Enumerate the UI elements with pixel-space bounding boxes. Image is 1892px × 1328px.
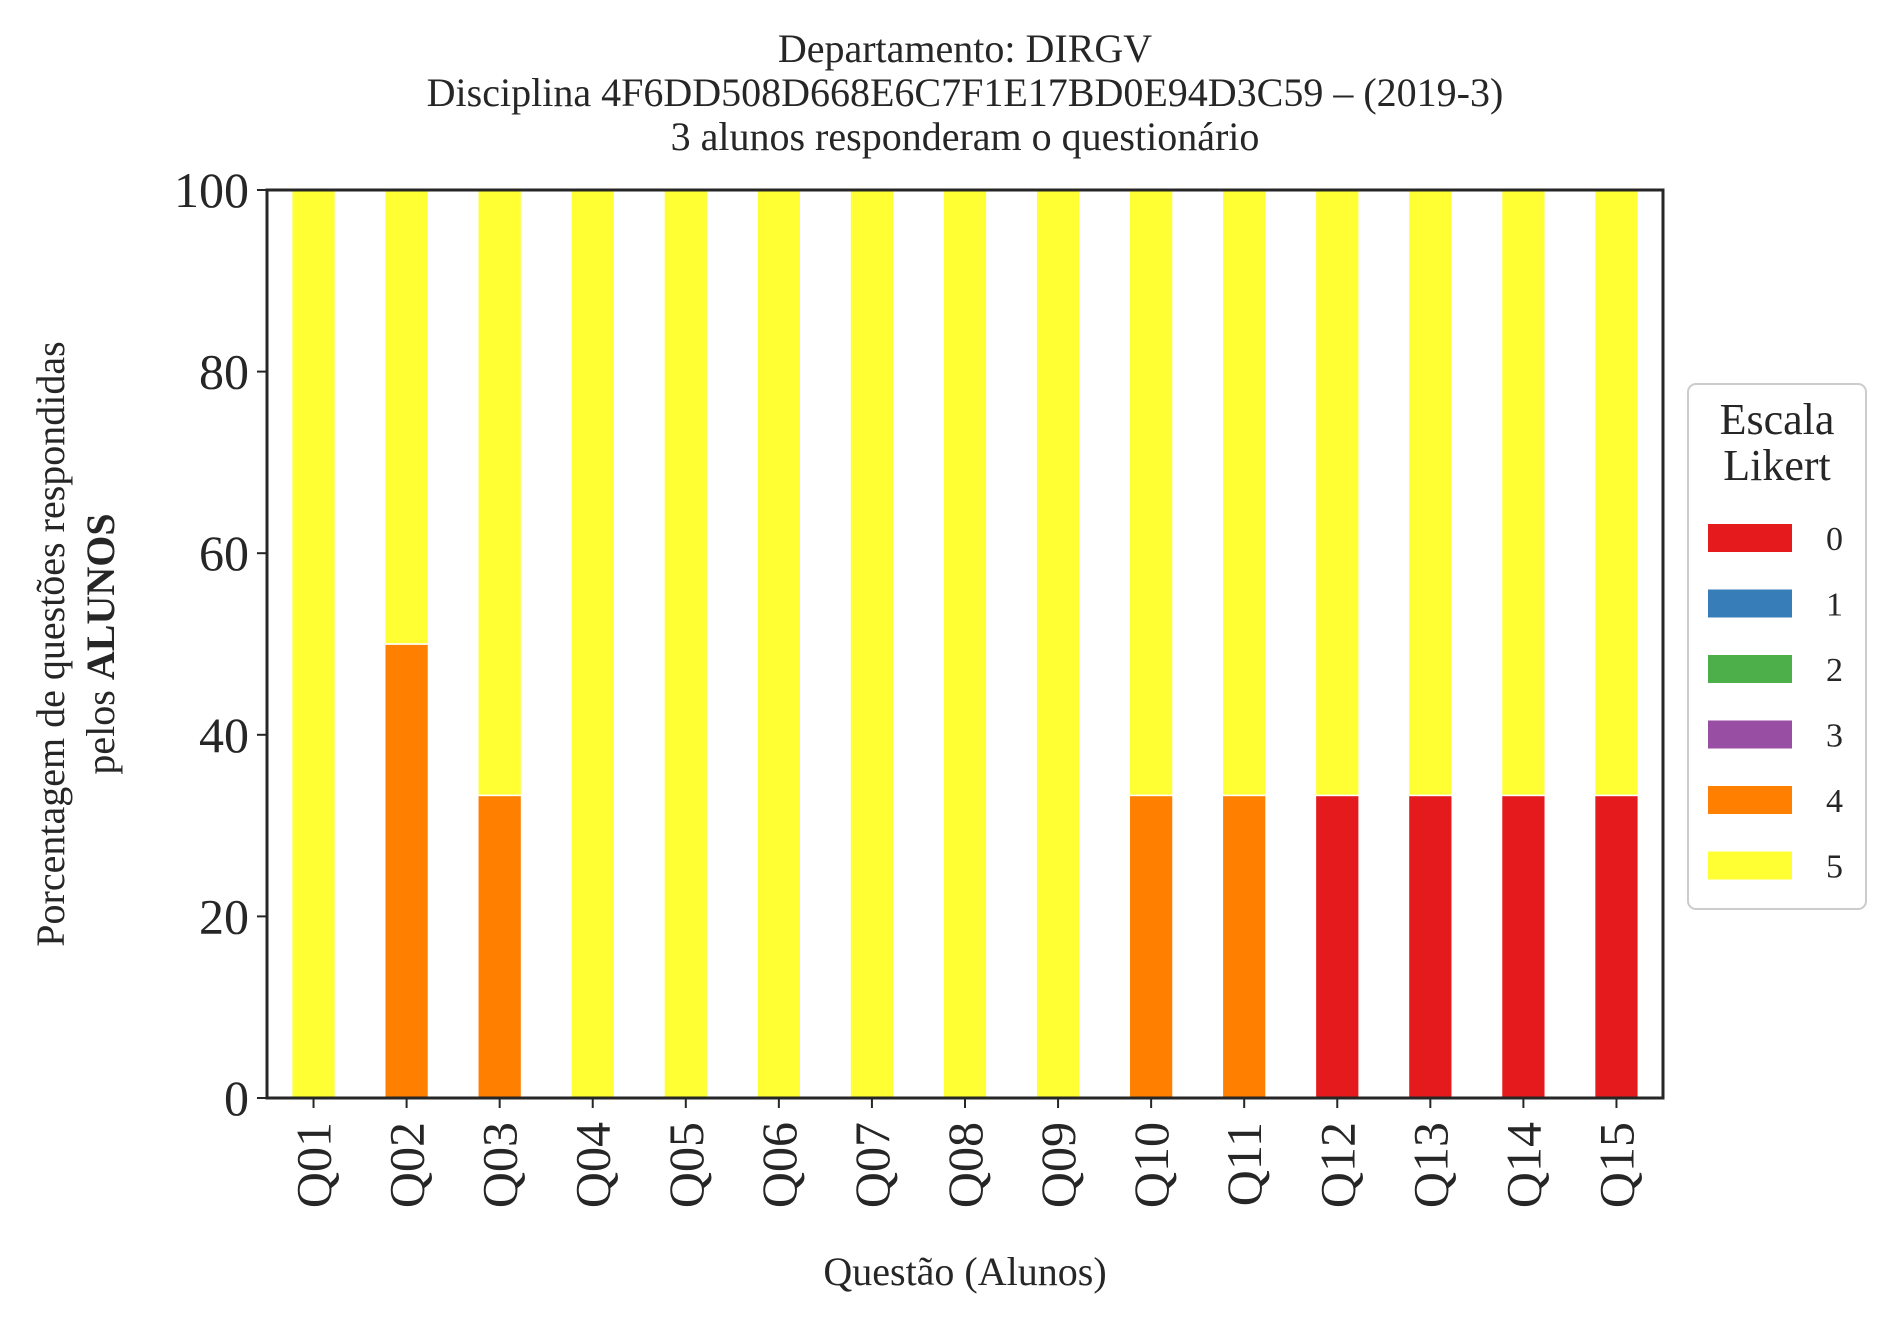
legend: Escala Likert 0 1 2 3 4 5 — [1687, 383, 1867, 910]
x-tick-label: Q11 — [1216, 1122, 1272, 1206]
bar-Q03-level-4 — [477, 794, 523, 1099]
bar-Q07-level-5 — [849, 189, 895, 1099]
legend-label-0: 0 — [1826, 521, 1843, 558]
x-axis: Q01 Q02 Q03 Q04 Q05 Q06 Q07 Q08 Q09 Q10 Q11 Q12 Q13 Q… — [286, 1098, 1644, 1208]
y-axis-label-line1: Porcentagem de questões respondidas — [28, 341, 73, 946]
x-tick-label: Q05 — [658, 1122, 714, 1208]
legend-title-line: Escala — [1720, 395, 1835, 444]
x-axis-label: Questão (Alunos) — [823, 1249, 1106, 1294]
y-tick-label: 80 — [199, 344, 249, 400]
x-tick-label: Q14 — [1495, 1122, 1551, 1208]
bar-Q03-level-5 — [477, 189, 523, 797]
x-tick-label: Q15 — [1588, 1122, 1644, 1208]
x-tick-label: Q07 — [844, 1122, 900, 1208]
x-tick-label: Q06 — [751, 1122, 807, 1208]
bar-Q08-level-5 — [942, 189, 988, 1099]
y-tick-label: 60 — [199, 525, 249, 581]
x-tick-label: Q10 — [1123, 1122, 1179, 1208]
bar-Q14-level-0 — [1500, 794, 1547, 1099]
bar-Q14-level-5 — [1500, 189, 1547, 797]
bar-Q01-level-5 — [290, 189, 337, 1099]
legend-swatch-0 — [1708, 524, 1792, 552]
y-tick-label: 0 — [224, 1070, 249, 1126]
y-axis-label-prefix: pelos — [78, 680, 123, 774]
x-tick-label: Q01 — [286, 1122, 342, 1208]
chart-title-line-3: 3 alunos responderam o questionário — [671, 114, 1260, 159]
bar-Q04-level-5 — [570, 189, 616, 1099]
bar-Q06-level-5 — [756, 189, 802, 1099]
legend-label-1: 1 — [1826, 587, 1843, 624]
y-tick-label: 40 — [199, 707, 249, 763]
legend-title: Escala Likert — [1720, 395, 1835, 490]
bar-Q12-level-0 — [1314, 794, 1360, 1099]
y-axis-label: Porcentagem de questões respondidas pelo… — [28, 341, 123, 946]
legend-label-3: 3 — [1826, 718, 1843, 755]
legend-box — [1687, 383, 1867, 910]
legend-swatch-2 — [1708, 655, 1792, 683]
y-axis-label-bold: ALUNOS — [78, 513, 123, 680]
x-tick-label: Q04 — [565, 1122, 621, 1208]
bar-Q11-level-4 — [1221, 794, 1267, 1099]
x-tick-label: Q02 — [379, 1122, 435, 1208]
chart-title-line-1: Departamento: DIRGV — [778, 26, 1152, 71]
bar-Q02-level-4 — [383, 643, 430, 1099]
legend-label-2: 2 — [1826, 652, 1843, 689]
y-tick-label: 20 — [199, 888, 249, 944]
bar-Q10-level-4 — [1128, 794, 1174, 1099]
bar-Q12-level-5 — [1314, 189, 1360, 797]
bars — [290, 189, 1640, 1099]
x-tick-label: Q03 — [472, 1122, 528, 1208]
legend-swatch-5 — [1708, 851, 1792, 880]
legend-title-line: Likert — [1723, 441, 1831, 490]
x-tick-label: Q12 — [1309, 1122, 1365, 1208]
chart-title-line-2: Disciplina 4F6DD508D668E6C7F1E17BD0E94D3… — [427, 70, 1504, 115]
bar-Q13-level-5 — [1407, 189, 1453, 797]
y-axis: 0 20 40 60 80 100 — [174, 162, 267, 1126]
bar-Q09-level-5 — [1035, 189, 1081, 1099]
bar-Q15-level-5 — [1593, 189, 1640, 797]
legend-label-4: 4 — [1826, 783, 1843, 820]
bar-Q15-level-0 — [1593, 794, 1640, 1099]
legend-swatch-1 — [1708, 589, 1792, 618]
y-tick-label: 100 — [174, 162, 249, 218]
legend-swatch-4 — [1708, 786, 1792, 814]
legend-label-5: 5 — [1826, 849, 1843, 886]
bar-Q13-level-0 — [1407, 794, 1453, 1099]
bar-Q11-level-5 — [1221, 189, 1267, 797]
x-tick-label: Q09 — [1030, 1122, 1086, 1208]
x-tick-label: Q08 — [937, 1122, 993, 1208]
bar-Q10-level-5 — [1128, 189, 1174, 797]
y-axis-label-line2: pelos ALUNOS — [78, 513, 123, 774]
legend-swatch-3 — [1708, 720, 1792, 749]
x-tick-label: Q13 — [1402, 1122, 1458, 1208]
bar-Q05-level-5 — [663, 189, 709, 1099]
bar-Q02-level-5 — [383, 189, 430, 645]
